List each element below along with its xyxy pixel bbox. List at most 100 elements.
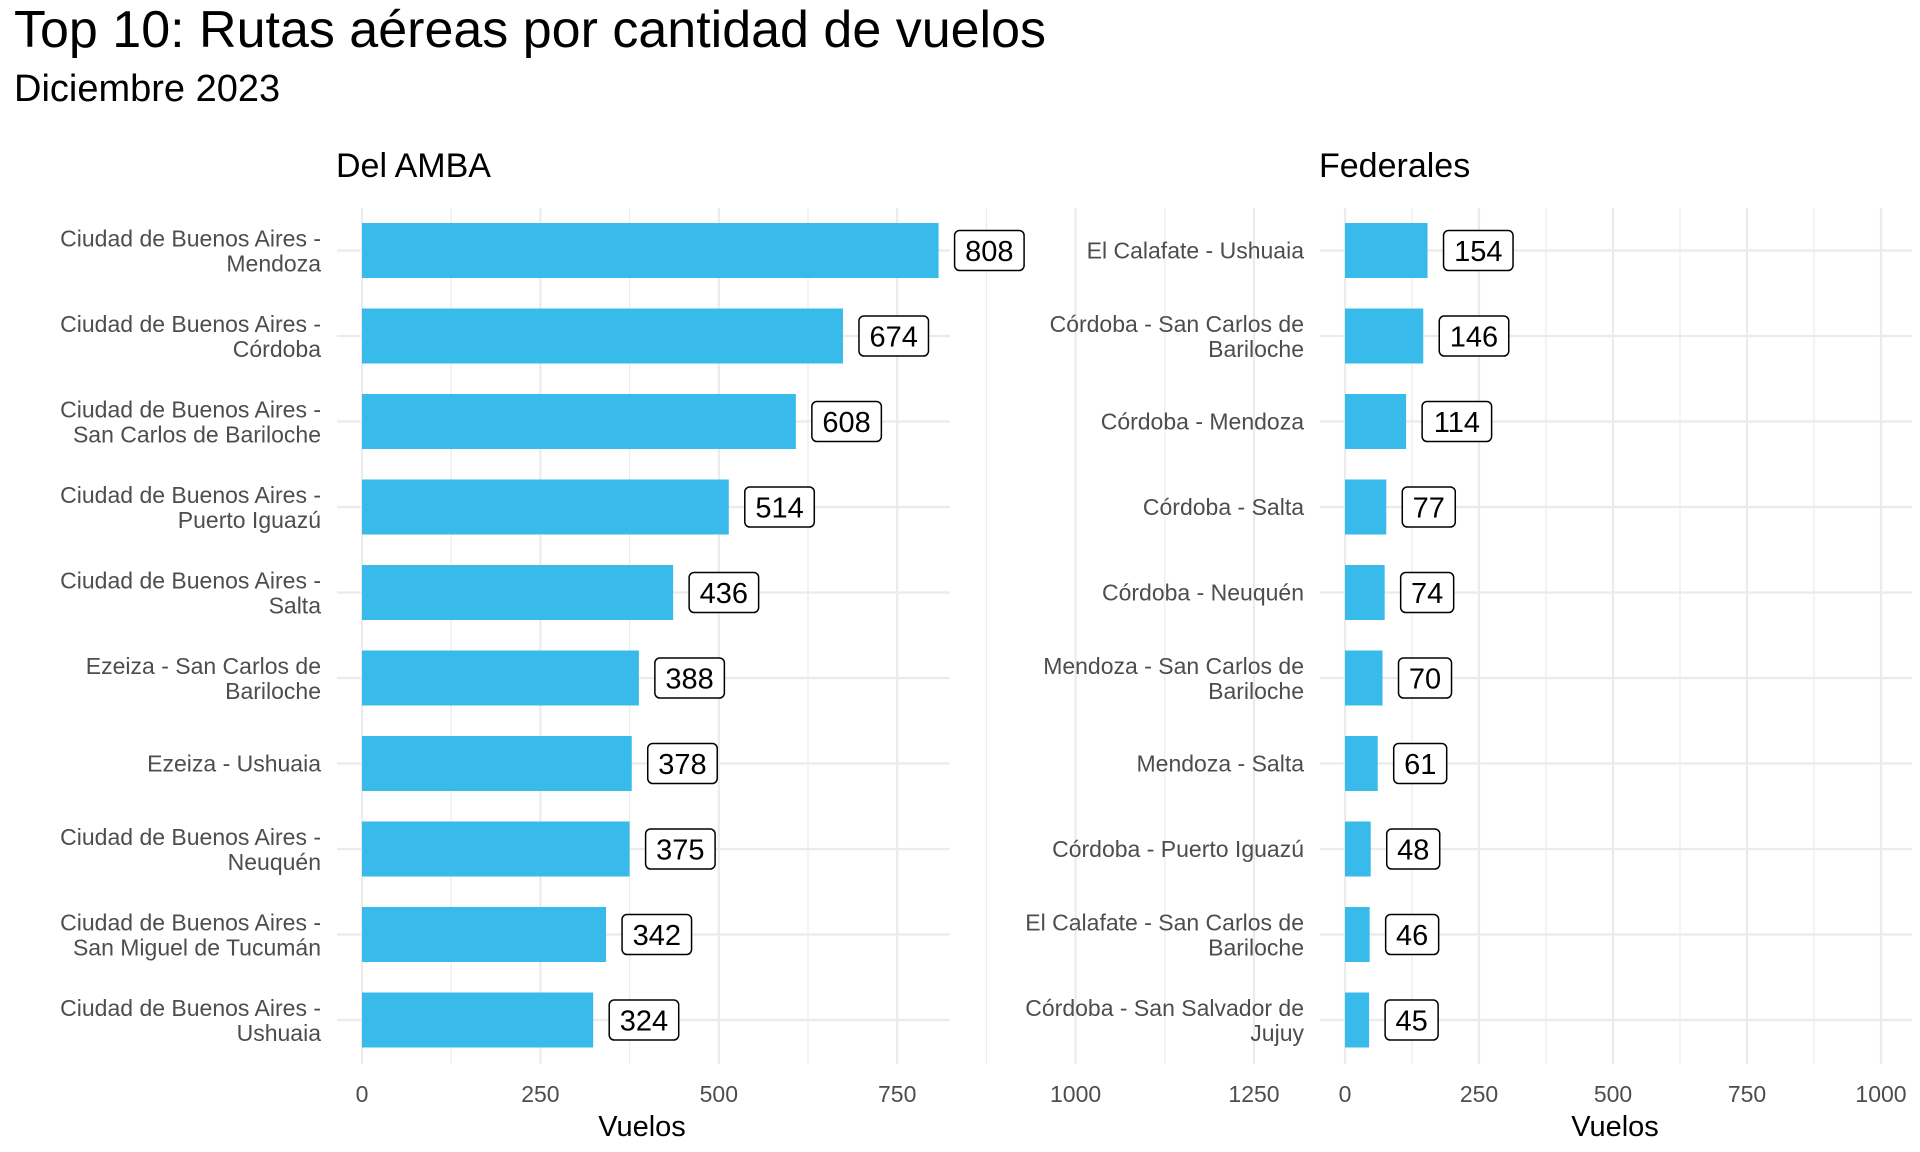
bar (1345, 479, 1387, 535)
data-label-box (1385, 828, 1441, 870)
bar (362, 992, 594, 1048)
x-tick-label: 1000 (1050, 1081, 1101, 1107)
bar (1345, 907, 1370, 962)
bar (362, 308, 843, 364)
data-label: 74 (1411, 578, 1443, 610)
data-label-box (811, 400, 883, 443)
bar (362, 565, 674, 620)
x-tick-label: 1250 (1228, 1081, 1279, 1107)
bar (362, 479, 729, 535)
chart-subtitle: Diciembre 2023 (14, 68, 281, 110)
x-tick-label: 750 (878, 1081, 916, 1107)
category-label: Córdoba - San Salvador de Jujuy (1025, 995, 1304, 1046)
data-label-box (1384, 913, 1440, 956)
bar (1345, 308, 1424, 364)
panel-title-amba: Del AMBA (336, 147, 491, 185)
category-label: Ciudad de Buenos Aires -San Carlos de Ba… (60, 397, 321, 448)
data-label: 154 (1454, 236, 1502, 268)
data-label: 324 (620, 1006, 668, 1038)
bar (1345, 992, 1370, 1048)
bar (1345, 223, 1428, 278)
data-label-box (744, 486, 816, 528)
data-label-box (1399, 571, 1455, 614)
x-tick-label: 500 (1594, 1081, 1632, 1107)
category-label: Ciudad de Buenos Aires -Ushuaia (60, 995, 321, 1046)
data-label: 375 (656, 835, 704, 867)
panel-title-federales: Federales (1319, 147, 1470, 185)
data-label: 514 (755, 493, 803, 525)
data-label: 436 (700, 578, 748, 610)
category-label: Mendoza - San Carlos de Bariloche (1043, 653, 1304, 704)
category-label: Ezeiza - Ushuaia (147, 751, 321, 777)
panel-federales: Federales 0 250 500 750 1000 154 146 114 77 74 70… (1025, 147, 1912, 1143)
data-label-box (1442, 229, 1514, 272)
data-label: 378 (658, 749, 706, 781)
panel-amba-labels: Ciudad de Buenos Aires -Mendoza Ciudad de… (60, 226, 321, 1047)
data-label: 146 (1450, 322, 1498, 354)
bar (362, 394, 796, 449)
x-tick-label: 250 (521, 1081, 559, 1107)
data-label-box (1392, 742, 1448, 785)
x-tick-label: 0 (356, 1081, 369, 1107)
panel-amba: Del AMBA 0 250 500 750 1000 1250 808 674 608 514… (60, 147, 1279, 1143)
x-tick-label: 250 (1460, 1081, 1498, 1107)
category-label: Córdoba - Salta (1143, 494, 1304, 520)
data-label-box (953, 229, 1025, 272)
data-label-box (1397, 657, 1453, 699)
data-label-box (858, 315, 930, 357)
data-label-box (621, 913, 693, 956)
x-axis-title-amba: Vuelos (598, 1111, 686, 1143)
data-label: 388 (665, 664, 713, 696)
data-label-box (608, 999, 680, 1041)
category-label: El Calafate - Ushuaia (1087, 238, 1305, 264)
category-label: Ciudad de Buenos Aires -Salta (60, 568, 321, 619)
panel-federales-bars: 154 146 114 77 74 70 61 48 46 45 (1345, 223, 1514, 1048)
category-label: Ciudad de Buenos Aires -Córdoba (60, 311, 321, 362)
bar (362, 223, 939, 278)
data-label-box (654, 657, 726, 699)
bar (362, 907, 607, 962)
data-label: 674 (870, 322, 918, 354)
data-label: 608 (822, 407, 870, 439)
x-tick-label: 1000 (1855, 1081, 1906, 1107)
data-label: 45 (1395, 1006, 1427, 1038)
category-label: Ciudad de Buenos Aires -Neuquén (60, 824, 321, 875)
bar (362, 650, 639, 706)
chart-title: Top 10: Rutas aéreas por cantidad de vue… (14, 1, 1047, 59)
category-label: Córdoba - Puerto Iguazú (1052, 836, 1304, 862)
x-tick-label: 500 (700, 1081, 738, 1107)
data-label: 77 (1413, 493, 1445, 525)
category-label: El Calafate - San Carlos de Bariloche (1025, 910, 1304, 961)
bar (1345, 650, 1383, 706)
panel-amba-bars: 808 674 608 514 436 388 378 375 342 324 (362, 223, 1025, 1048)
data-label-box (646, 742, 718, 785)
category-label: Córdoba - Neuquén (1102, 580, 1304, 606)
data-label-box (644, 828, 716, 870)
category-label: Ciudad de Buenos Aires -Mendoza (60, 226, 321, 277)
data-label: 808 (965, 236, 1013, 268)
category-label: Mendoza - Salta (1137, 751, 1305, 777)
data-label-box (688, 571, 760, 614)
category-label: Ezeiza - San Carlos de Bariloche (86, 653, 321, 704)
category-label: Córdoba - Mendoza (1101, 409, 1304, 435)
data-label: 46 (1396, 920, 1428, 952)
data-label: 114 (1434, 407, 1480, 439)
data-label: 342 (633, 920, 681, 952)
data-label-box (1384, 999, 1439, 1041)
bar (1345, 394, 1407, 449)
category-label: Córdoba - San Carlos de Bariloche (1050, 311, 1304, 362)
bar (1345, 821, 1371, 877)
data-label: 70 (1409, 664, 1441, 696)
category-label: Ciudad de Buenos Aires -Puerto Iguazú (60, 482, 321, 533)
panel-federales-labels: El Calafate - Ushuaia Córdoba - San Carlo… (1025, 238, 1304, 1047)
bar (1345, 736, 1378, 791)
bar (362, 736, 632, 791)
x-tick-label: 750 (1728, 1081, 1766, 1107)
x-axis-title-federales: Vuelos (1571, 1111, 1659, 1143)
bar (1345, 565, 1385, 620)
data-label-box (1401, 486, 1457, 528)
data-label: 61 (1404, 749, 1436, 781)
bar (362, 821, 630, 877)
data-label-box (1421, 400, 1493, 443)
